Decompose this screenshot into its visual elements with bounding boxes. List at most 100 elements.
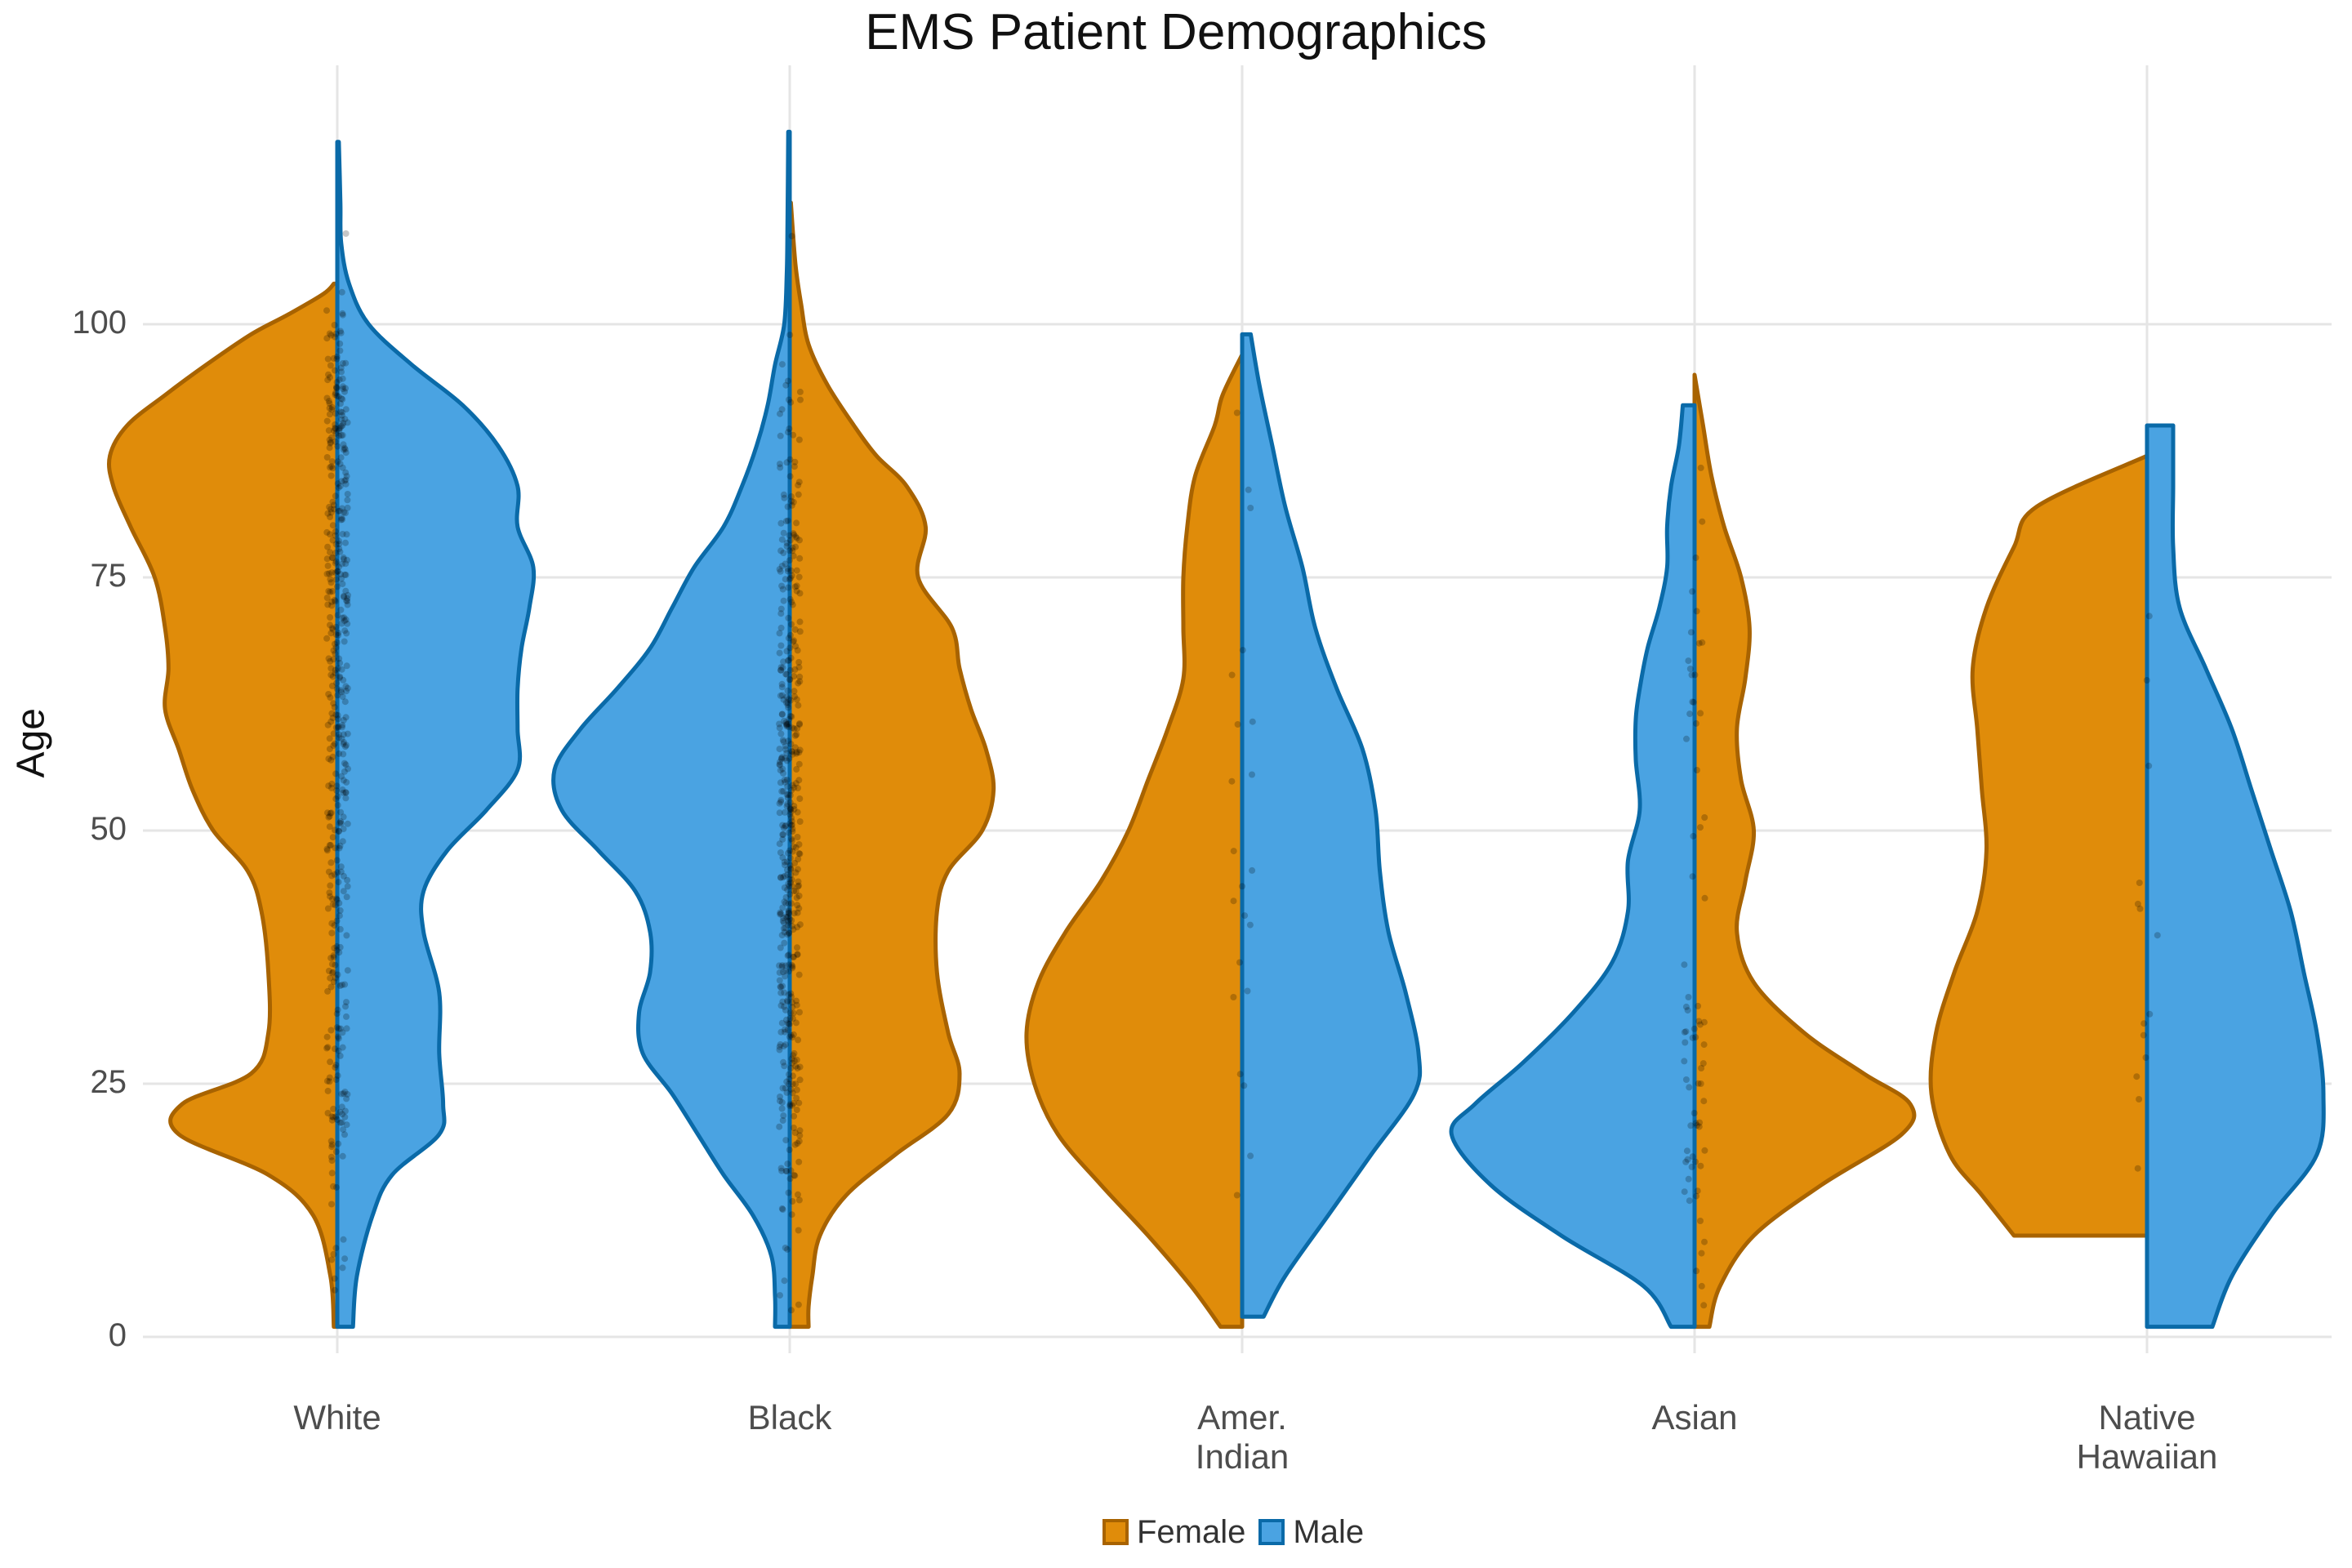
data-point: [785, 429, 791, 436]
data-point: [782, 778, 789, 786]
data-point: [323, 1045, 331, 1052]
data-point: [786, 532, 793, 539]
data-point: [323, 1077, 331, 1085]
data-point: [340, 751, 347, 758]
data-point: [333, 385, 340, 392]
data-point: [786, 1015, 794, 1022]
data-point: [1692, 1158, 1699, 1165]
data-point: [328, 434, 335, 441]
data-point: [332, 438, 339, 445]
data-point: [334, 1072, 341, 1080]
data-point: [326, 404, 333, 412]
data-point: [330, 1250, 337, 1258]
data-point: [786, 557, 793, 564]
data-point: [786, 537, 794, 544]
data-point: [790, 1052, 797, 1059]
data-point: [332, 711, 340, 719]
data-point: [339, 421, 346, 429]
data-point: [788, 786, 795, 794]
data-point: [783, 757, 791, 764]
data-point: [784, 886, 791, 893]
data-point: [333, 1010, 341, 1018]
data-point: [777, 874, 784, 881]
data-point: [778, 788, 786, 795]
data-point: [342, 789, 350, 796]
data-point: [791, 626, 799, 633]
data-point: [341, 760, 348, 767]
data-point: [330, 978, 337, 986]
data-point: [1690, 698, 1697, 706]
data-point: [327, 671, 335, 679]
data-point: [792, 643, 800, 650]
data-point: [782, 742, 789, 750]
data-point: [784, 866, 791, 874]
y-tick-label-75: 75: [90, 558, 127, 594]
data-point: [324, 1087, 332, 1094]
data-point: [781, 1277, 788, 1285]
data-point: [330, 730, 337, 737]
data-point: [2140, 1020, 2148, 1027]
data-point: [784, 931, 791, 938]
data-point: [1682, 1003, 1690, 1010]
data-point: [776, 461, 783, 468]
data-point: [786, 862, 794, 869]
data-point: [778, 1205, 786, 1212]
data-point: [1700, 1302, 1708, 1309]
data-point: [342, 789, 350, 796]
data-point: [328, 1141, 336, 1148]
data-point: [2134, 1165, 2141, 1172]
data-point: [332, 421, 339, 428]
data-point: [326, 1074, 333, 1081]
data-point: [333, 917, 341, 924]
data-point: [788, 837, 795, 844]
data-point: [323, 635, 331, 642]
data-point: [1692, 719, 1699, 727]
data-point: [780, 738, 787, 746]
data-point: [329, 1114, 336, 1120]
data-point: [795, 893, 803, 899]
data-point: [796, 850, 804, 858]
data-point: [791, 887, 798, 894]
data-point: [335, 1140, 342, 1147]
data-point: [2136, 1096, 2143, 1102]
legend-swatch-female: [1102, 1519, 1129, 1545]
data-point: [333, 392, 341, 399]
data-point: [788, 599, 795, 606]
data-point: [785, 906, 792, 914]
data-point: [340, 813, 347, 821]
data-point: [796, 678, 804, 685]
data-point: [780, 597, 787, 604]
data-point: [341, 509, 347, 516]
data-point: [342, 449, 350, 457]
data-point: [789, 1198, 796, 1205]
data-point: [333, 384, 341, 391]
data-point: [344, 730, 351, 737]
data-point: [327, 665, 335, 672]
data-point: [332, 367, 338, 374]
data-point: [790, 431, 797, 439]
violin-male-2: [1240, 332, 1423, 1319]
data-point: [791, 666, 799, 673]
data-point: [1697, 710, 1704, 717]
data-point: [777, 779, 784, 786]
data-point: [786, 1076, 793, 1083]
data-point: [336, 400, 344, 408]
data-point: [344, 504, 351, 511]
data-point: [335, 630, 342, 636]
data-point: [785, 917, 792, 924]
data-point: [1685, 657, 1692, 665]
data-point: [327, 882, 334, 889]
data-point: [336, 548, 344, 555]
data-point: [786, 1020, 793, 1027]
data-point: [324, 809, 331, 817]
data-point: [782, 746, 789, 753]
data-point: [787, 654, 795, 662]
data-point: [786, 1033, 793, 1040]
data-point: [777, 624, 785, 631]
data-point: [341, 743, 349, 751]
data-point: [326, 813, 333, 820]
data-point: [786, 961, 792, 969]
data-point: [778, 361, 786, 368]
data-point: [784, 657, 791, 664]
data-point: [330, 951, 337, 959]
